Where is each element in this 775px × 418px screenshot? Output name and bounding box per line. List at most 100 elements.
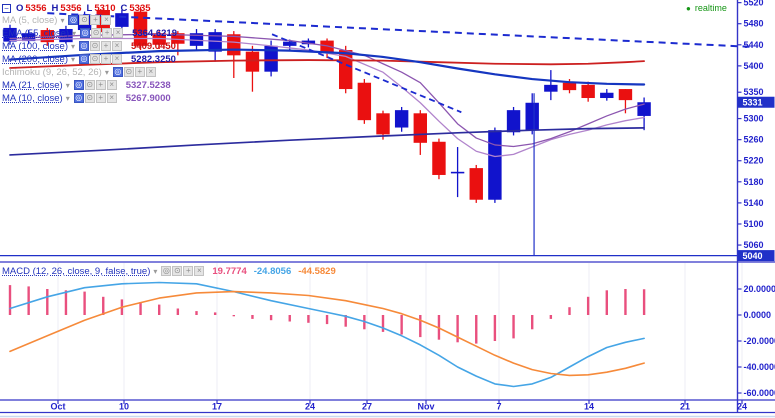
chevron-down-icon[interactable]: ▾ bbox=[153, 266, 158, 276]
candle-up[interactable] bbox=[283, 41, 297, 46]
add-button-icon[interactable]: + bbox=[183, 266, 194, 276]
svg-text:5520: 5520 bbox=[744, 0, 764, 8]
candle-up[interactable] bbox=[301, 40, 316, 45]
remove-button-icon[interactable]: × bbox=[106, 80, 117, 90]
settings-button-icon[interactable]: ⊙ bbox=[90, 41, 101, 51]
ma200-line bbox=[9, 127, 645, 156]
ohlc-value: 5335 bbox=[129, 2, 151, 14]
ohlc-key: L bbox=[86, 2, 93, 14]
chevron-down-icon[interactable]: ▾ bbox=[71, 54, 76, 64]
indicator-value: 5409.0450 bbox=[131, 40, 176, 52]
candle-up[interactable] bbox=[525, 102, 539, 131]
settings-button-icon[interactable]: ⊙ bbox=[79, 15, 90, 25]
realtime-label: realtime bbox=[694, 3, 727, 13]
svg-text:5440: 5440 bbox=[744, 40, 764, 50]
candle-up[interactable] bbox=[189, 33, 204, 46]
candle-down[interactable] bbox=[171, 33, 185, 44]
candle-down[interactable] bbox=[562, 82, 577, 91]
scope-button-icon[interactable]: ◎ bbox=[79, 54, 90, 64]
chevron-down-icon[interactable]: ▾ bbox=[65, 80, 70, 90]
indicator-row: MA (21, close) ▾ ◎ ⊙ + × 5327.5238 bbox=[2, 79, 171, 91]
candle-down[interactable] bbox=[320, 40, 334, 54]
scope-button-icon[interactable]: ◎ bbox=[68, 15, 79, 25]
svg-text:5260: 5260 bbox=[744, 135, 764, 145]
candle-down[interactable] bbox=[618, 89, 633, 101]
scope-button-icon[interactable]: ◎ bbox=[80, 28, 91, 38]
scope-button-icon[interactable]: ◎ bbox=[112, 67, 123, 77]
svg-text:20.0000: 20.0000 bbox=[744, 284, 775, 294]
remove-button-icon[interactable]: × bbox=[113, 28, 124, 38]
candle-up[interactable] bbox=[264, 45, 278, 72]
candle-down[interactable] bbox=[357, 82, 372, 121]
add-button-icon[interactable]: + bbox=[134, 67, 145, 77]
candle-up[interactable] bbox=[115, 13, 129, 27]
candle-down[interactable] bbox=[469, 168, 483, 200]
remove-button-icon[interactable]: × bbox=[101, 15, 112, 25]
candle-up[interactable] bbox=[394, 110, 409, 128]
candle-down[interactable] bbox=[413, 113, 427, 143]
remove-button-icon[interactable]: × bbox=[112, 54, 123, 64]
settings-button-icon[interactable]: ⊙ bbox=[91, 28, 102, 38]
macd-label[interactable]: MACD (12, 26, close, 9, false, true) bbox=[2, 265, 151, 277]
trendline-main[interactable] bbox=[47, 12, 753, 48]
svg-text:Nov: Nov bbox=[417, 402, 434, 412]
settings-button-icon[interactable]: ⊙ bbox=[172, 266, 183, 276]
indicator-value: 5327.5238 bbox=[125, 79, 171, 91]
candle-up[interactable] bbox=[450, 171, 465, 174]
remove-button-icon[interactable]: × bbox=[106, 93, 117, 103]
indicator-row: EMA (55, close) ▾ ◎ ⊙ + × 5364.6219 bbox=[2, 27, 177, 39]
trendline-minor[interactable] bbox=[271, 33, 462, 114]
candle-down[interactable] bbox=[432, 141, 446, 175]
chevron-down-icon[interactable]: ▾ bbox=[104, 67, 109, 77]
candle-down[interactable] bbox=[133, 11, 148, 46]
scope-button-icon[interactable]: ◎ bbox=[161, 266, 172, 276]
candle-down[interactable] bbox=[376, 113, 390, 135]
svg-text:7: 7 bbox=[496, 402, 501, 412]
svg-text:5220: 5220 bbox=[744, 156, 764, 166]
indicator-label[interactable]: MA (10, close) bbox=[2, 92, 63, 104]
add-button-icon[interactable]: + bbox=[95, 93, 106, 103]
scope-button-icon[interactable]: ◎ bbox=[73, 80, 84, 90]
add-button-icon[interactable]: + bbox=[95, 80, 106, 90]
add-button-icon[interactable]: + bbox=[101, 54, 112, 64]
svg-text:5060: 5060 bbox=[744, 240, 764, 250]
indicator-label[interactable]: MA (21, close) bbox=[2, 79, 63, 91]
settings-button-icon[interactable]: ⊙ bbox=[123, 67, 134, 77]
add-button-icon[interactable]: + bbox=[102, 28, 113, 38]
indicator-label[interactable]: Ichimoku (9, 26, 52, 26) bbox=[2, 66, 102, 78]
ma21-line bbox=[9, 33, 645, 148]
indicator-label[interactable]: EMA (55, close) bbox=[2, 27, 70, 39]
remove-button-icon[interactable]: × bbox=[194, 266, 205, 276]
add-button-icon[interactable]: + bbox=[90, 15, 101, 25]
candle-up[interactable] bbox=[506, 110, 521, 133]
candle-down[interactable] bbox=[245, 51, 260, 72]
collapse-panel-icon[interactable]: − bbox=[2, 3, 11, 13]
chevron-down-icon[interactable]: ▾ bbox=[72, 28, 77, 38]
candle-up[interactable] bbox=[637, 102, 651, 116]
settings-button-icon[interactable]: ⊙ bbox=[84, 80, 95, 90]
chevron-down-icon[interactable]: ▾ bbox=[60, 15, 65, 25]
indicator-label[interactable]: MA (200, close) bbox=[2, 53, 68, 65]
settings-button-icon[interactable]: ⊙ bbox=[90, 54, 101, 64]
candle-up[interactable] bbox=[544, 84, 558, 92]
candle-up[interactable] bbox=[208, 32, 222, 52]
candle-down[interactable] bbox=[227, 34, 241, 56]
chevron-down-icon[interactable]: ▾ bbox=[71, 41, 76, 51]
svg-text:5300: 5300 bbox=[744, 114, 764, 124]
settings-button-icon[interactable]: ⊙ bbox=[84, 93, 95, 103]
svg-text:10: 10 bbox=[119, 402, 129, 412]
candle-up[interactable] bbox=[488, 130, 502, 200]
svg-text:14: 14 bbox=[584, 402, 594, 412]
remove-button-icon[interactable]: × bbox=[112, 41, 123, 51]
candle-down[interactable] bbox=[581, 84, 595, 99]
indicator-label[interactable]: MA (100, close) bbox=[2, 40, 68, 52]
candle-up[interactable] bbox=[600, 92, 614, 99]
indicator-label[interactable]: MA (5, close) bbox=[2, 14, 58, 26]
scope-button-icon[interactable]: ◎ bbox=[73, 93, 84, 103]
chevron-down-icon[interactable]: ▾ bbox=[65, 93, 70, 103]
remove-button-icon[interactable]: × bbox=[145, 67, 156, 77]
svg-text:5350: 5350 bbox=[744, 87, 764, 97]
svg-text:0.0000: 0.0000 bbox=[744, 310, 772, 320]
add-button-icon[interactable]: + bbox=[101, 41, 112, 51]
scope-button-icon[interactable]: ◎ bbox=[79, 41, 90, 51]
